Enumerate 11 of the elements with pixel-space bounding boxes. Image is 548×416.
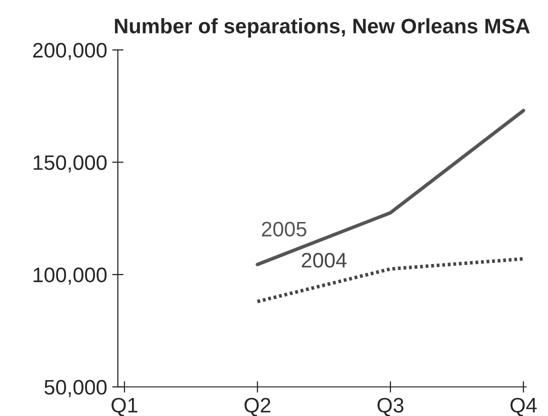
x-tick-label: Q2 [244, 398, 270, 416]
chart-title: Number of separations, New Orleans MSA [114, 18, 530, 38]
x-tick-label: Q1 [112, 398, 138, 416]
x-tick-label: Q3 [378, 398, 404, 416]
y-tick-label: 200,000 [33, 42, 107, 60]
series-label: 2004 [302, 252, 347, 268]
x-tick-label: Q4 [510, 398, 537, 416]
series-label: 2005 [262, 222, 306, 237]
y-tick-label: 150,000 [34, 155, 107, 172]
y-tick-label: 100,000 [34, 268, 107, 285]
y-tick-label: 50,000 [44, 380, 107, 398]
